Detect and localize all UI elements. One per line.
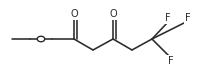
Text: F: F [185, 13, 191, 23]
Text: F: F [168, 56, 174, 66]
Text: O: O [109, 9, 117, 19]
Ellipse shape [37, 36, 45, 42]
Text: O: O [70, 9, 78, 19]
Text: F: F [165, 13, 171, 23]
